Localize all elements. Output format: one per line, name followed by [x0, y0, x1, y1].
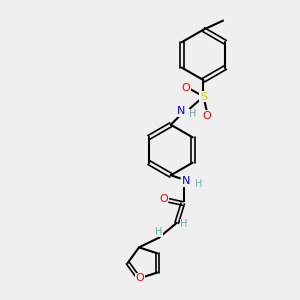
- Text: N: N: [177, 106, 185, 116]
- Text: H: H: [189, 109, 197, 119]
- Text: H: H: [195, 179, 203, 189]
- Text: O: O: [135, 274, 144, 284]
- Text: N: N: [182, 176, 190, 186]
- Text: O: O: [181, 82, 190, 93]
- Text: S: S: [200, 92, 207, 101]
- Text: O: O: [159, 194, 168, 204]
- Text: H: H: [181, 219, 188, 229]
- Text: H: H: [155, 227, 163, 237]
- Text: O: O: [202, 111, 211, 121]
